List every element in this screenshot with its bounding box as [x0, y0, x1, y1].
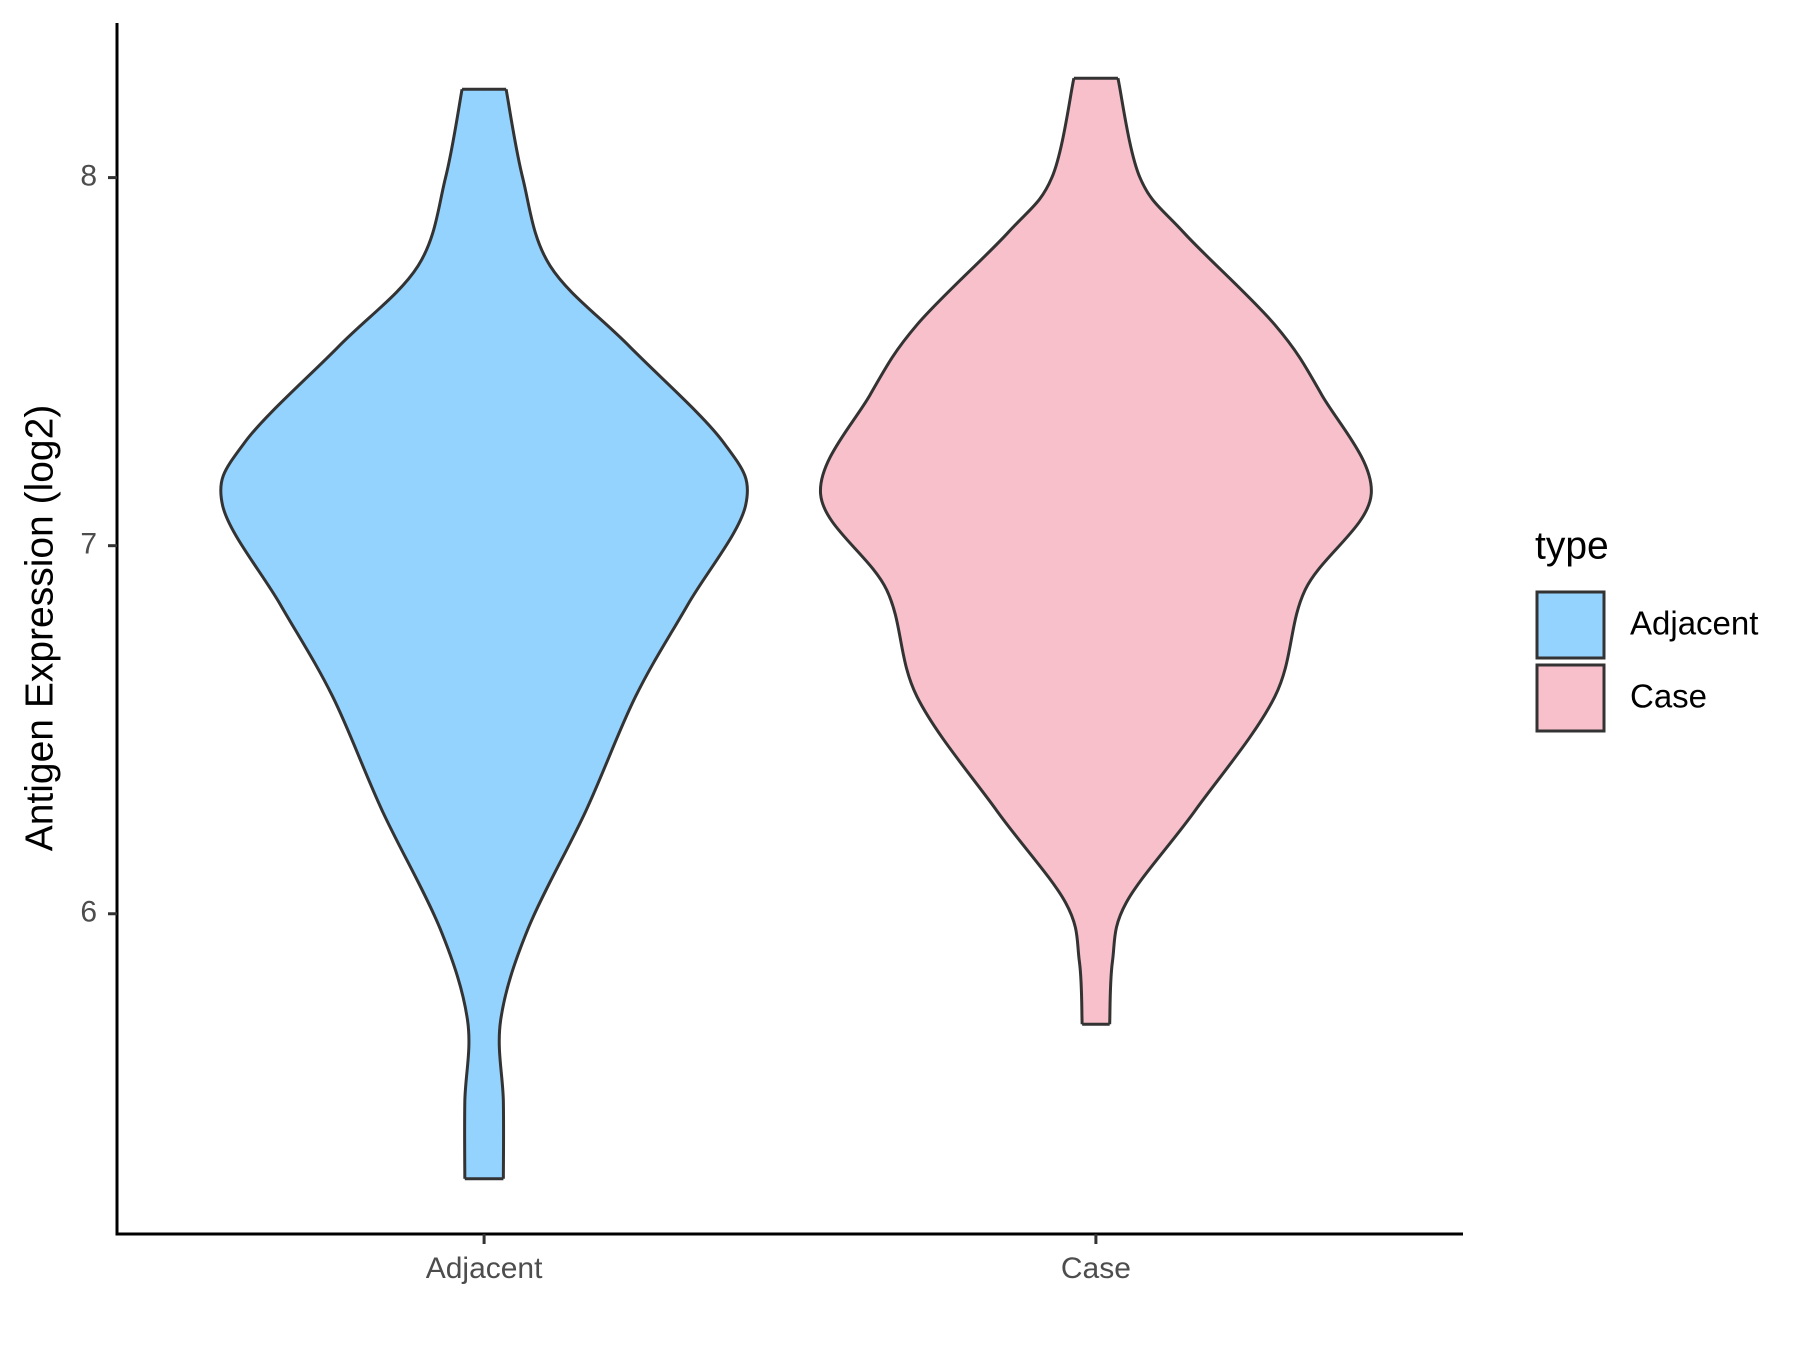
y-axis-title: Antigen Expression (log2) [18, 405, 61, 852]
legend-label: Case [1630, 678, 1707, 715]
legend-key [1535, 590, 1606, 660]
violin-outline [219, 88, 471, 1179]
y-tick-label: 7 [80, 528, 97, 561]
violin-outline [1108, 77, 1373, 1025]
violin-fill [483, 88, 748, 1180]
y-tick-label: 8 [80, 160, 97, 193]
x-tick-label: Case [1061, 1252, 1131, 1285]
violin-fill [220, 88, 485, 1180]
x-tick-label: Adjacent [426, 1252, 543, 1285]
violin-outline [819, 77, 1084, 1025]
legend-title: type [1535, 524, 1609, 567]
violin-fill [1095, 77, 1372, 1025]
violin-outline [497, 88, 749, 1179]
legend-label: Adjacent [1630, 605, 1758, 642]
violin-fill [820, 77, 1097, 1025]
legend-key [1535, 663, 1606, 733]
y-tick-label: 6 [80, 896, 97, 929]
